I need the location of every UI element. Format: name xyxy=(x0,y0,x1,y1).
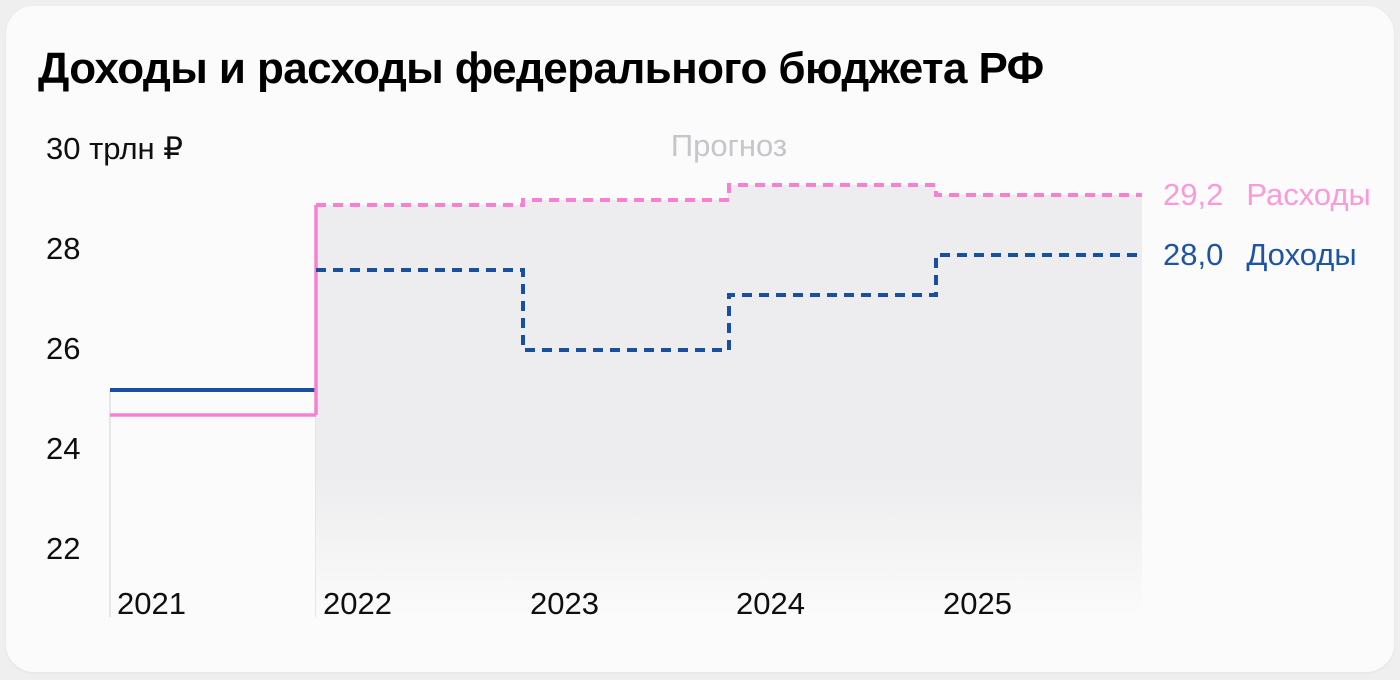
series-legend-revenues: 28,0 Доходы xyxy=(1163,237,1357,273)
x-tick-label: 2024 xyxy=(736,586,805,621)
y-tick-label: 24 xyxy=(46,431,81,466)
chart-card: Доходы и расходы федерального бюджета РФ… xyxy=(6,6,1394,672)
y-axis-unit-label: 30 трлн ₽ xyxy=(46,131,184,166)
step-chart-plot xyxy=(109,183,1142,617)
y-tick-label: 28 xyxy=(46,231,81,266)
series-name-revenues: Доходы xyxy=(1246,237,1357,272)
y-tick-label: 26 xyxy=(46,331,81,366)
forecast-shaded-area xyxy=(316,185,1142,617)
series-lines xyxy=(110,183,1142,417)
x-tick-label: 2025 xyxy=(943,586,1012,621)
y-tick-label: 22 xyxy=(46,531,81,566)
chart-title: Доходы и расходы федерального бюджета РФ xyxy=(38,44,1044,93)
series-end-value-expenses: 29,2 xyxy=(1163,177,1224,212)
x-tick-label: 2021 xyxy=(117,586,186,621)
x-tick-label: 2023 xyxy=(530,586,599,621)
forecast-label: Прогноз xyxy=(670,128,788,163)
series-legend-expenses: 29,2 Расходы xyxy=(1163,177,1371,213)
series-name-expenses: Расходы xyxy=(1246,177,1371,212)
x-tick-label: 2022 xyxy=(323,586,392,621)
series-end-value-revenues: 28,0 xyxy=(1163,237,1224,272)
